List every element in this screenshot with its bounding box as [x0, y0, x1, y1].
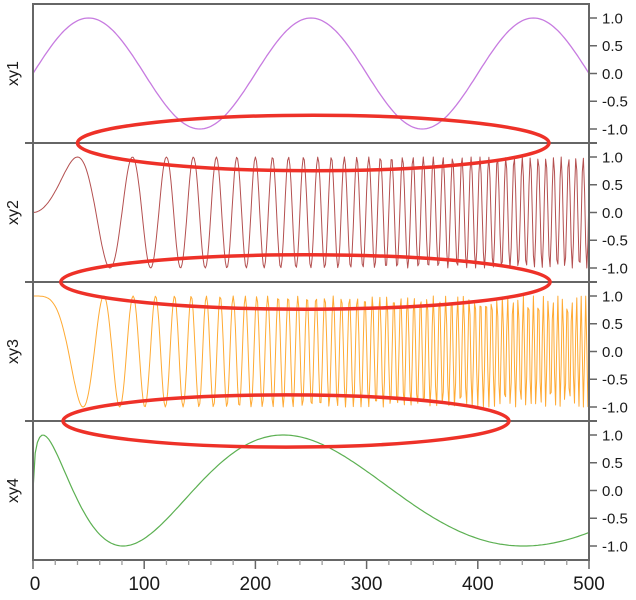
y-tick-label: 0.0	[602, 344, 623, 361]
y-tick-label: 1.0	[602, 10, 623, 27]
curve-xy1	[32, 17, 590, 130]
y-tick-label: 0.0	[602, 483, 623, 500]
panel-label-xy1: xy1	[5, 61, 22, 86]
x-tick-label: 0	[30, 574, 41, 595]
x-tick-label: 500	[573, 574, 605, 595]
panel-label-xy3: xy3	[5, 339, 22, 364]
x-tick-label: 300	[351, 574, 383, 595]
curve-xy2	[32, 156, 590, 269]
y-tick-label: 1.0	[602, 288, 623, 305]
y-tick-label: 0.0	[602, 66, 623, 83]
annotation-ellipse-xy1-xy2	[75, 113, 551, 173]
x-tick-label: 400	[462, 574, 494, 595]
annotation-ellipse-xy3-xy4	[61, 393, 511, 449]
annotation-ellipse-xy2-xy3	[59, 253, 552, 311]
y-tick-label: 1.0	[602, 149, 623, 166]
y-tick-label: 0.5	[602, 455, 623, 472]
y-tick-label: -1.0	[602, 399, 628, 416]
plot-frame	[32, 3, 590, 561]
y-tick-label: 0.5	[602, 316, 623, 333]
y-tick-label: 1.0	[602, 427, 623, 444]
y-tick-label: -1.0	[602, 538, 628, 555]
y-tick-label: 0.0	[602, 205, 623, 222]
panel-label-xy2: xy2	[5, 200, 22, 225]
y-tick-label: -1.0	[602, 121, 628, 138]
y-tick-label: -1.0	[602, 260, 628, 277]
y-tick-label: -0.5	[602, 511, 628, 528]
y-tick-label: 0.5	[602, 38, 623, 55]
x-tick-label: 100	[128, 574, 160, 595]
y-tick-label: -0.5	[602, 372, 628, 389]
curve-xy4	[32, 434, 590, 547]
x-tick-label: 200	[240, 574, 272, 595]
curve-xy3	[32, 295, 590, 408]
y-tick-label: -0.5	[602, 233, 628, 250]
y-tick-label: 0.5	[602, 177, 623, 194]
y-tick-label: -0.5	[602, 94, 628, 111]
panel-label-xy4: xy4	[5, 478, 22, 503]
